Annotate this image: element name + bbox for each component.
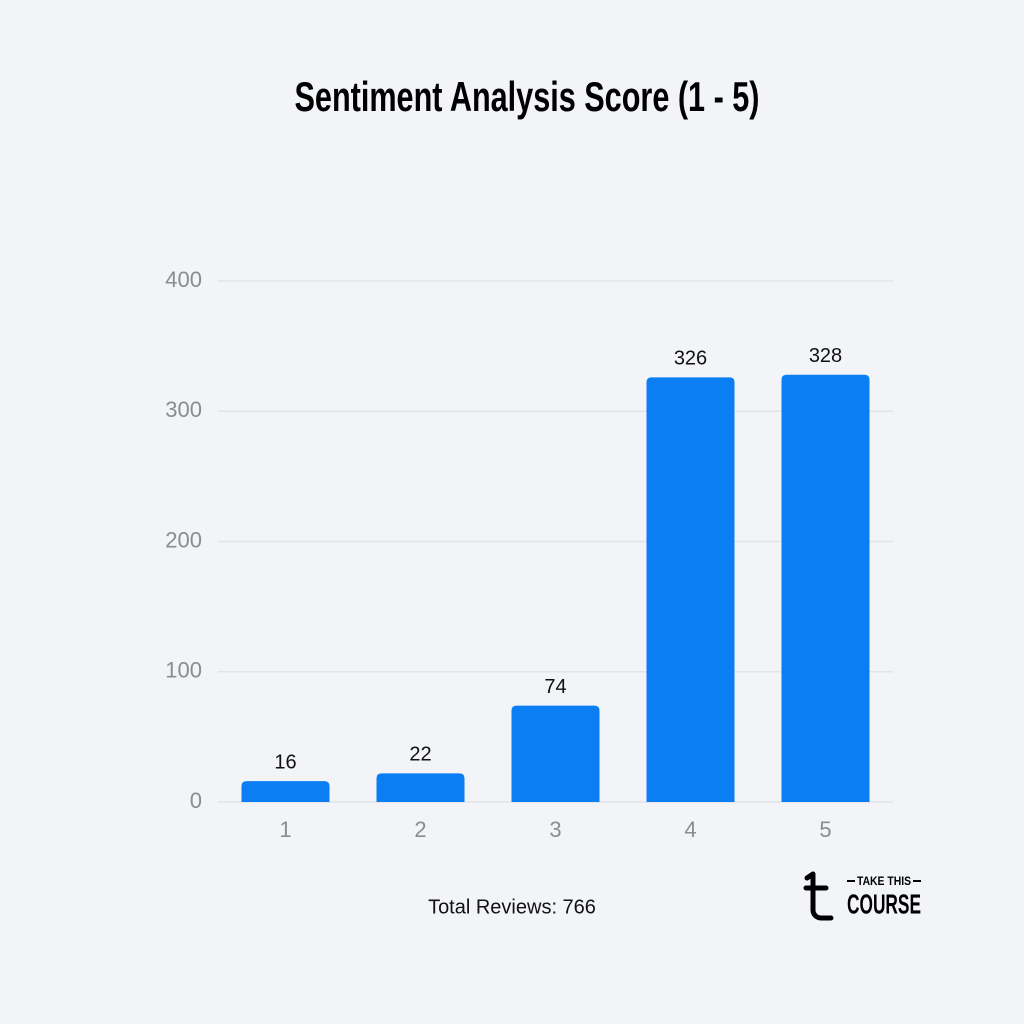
y-tick-label: 200 bbox=[165, 527, 202, 552]
y-tick-label: 100 bbox=[165, 658, 202, 683]
value-label: 74 bbox=[544, 676, 566, 698]
x-tick-label: 2 bbox=[414, 817, 426, 842]
logo: TAKE THIS COURSE bbox=[803, 871, 921, 921]
bar bbox=[781, 374, 870, 802]
x-tick-label: 5 bbox=[819, 817, 831, 842]
x-tick-label: 4 bbox=[684, 817, 696, 842]
bar bbox=[241, 781, 330, 802]
x-tick-label: 3 bbox=[549, 817, 561, 842]
chart-title: Sentiment Analysis Score (1 - 5) bbox=[295, 73, 760, 120]
x-tick-label: 1 bbox=[279, 817, 291, 842]
y-tick-label: 400 bbox=[165, 267, 202, 292]
y-tick-label: 0 bbox=[190, 788, 202, 813]
bar bbox=[376, 773, 465, 802]
bar bbox=[511, 705, 600, 802]
y-tick-label: 300 bbox=[165, 397, 202, 422]
value-label: 22 bbox=[409, 744, 431, 766]
value-label: 16 bbox=[274, 751, 296, 773]
logo-text: TAKE THIS bbox=[857, 874, 911, 888]
value-label: 328 bbox=[809, 345, 842, 367]
logo-mark bbox=[803, 871, 834, 921]
logo-text: COURSE bbox=[847, 888, 921, 919]
footer-note: Total Reviews: 766 bbox=[428, 896, 596, 918]
bar bbox=[646, 377, 735, 802]
value-label: 326 bbox=[674, 348, 707, 370]
